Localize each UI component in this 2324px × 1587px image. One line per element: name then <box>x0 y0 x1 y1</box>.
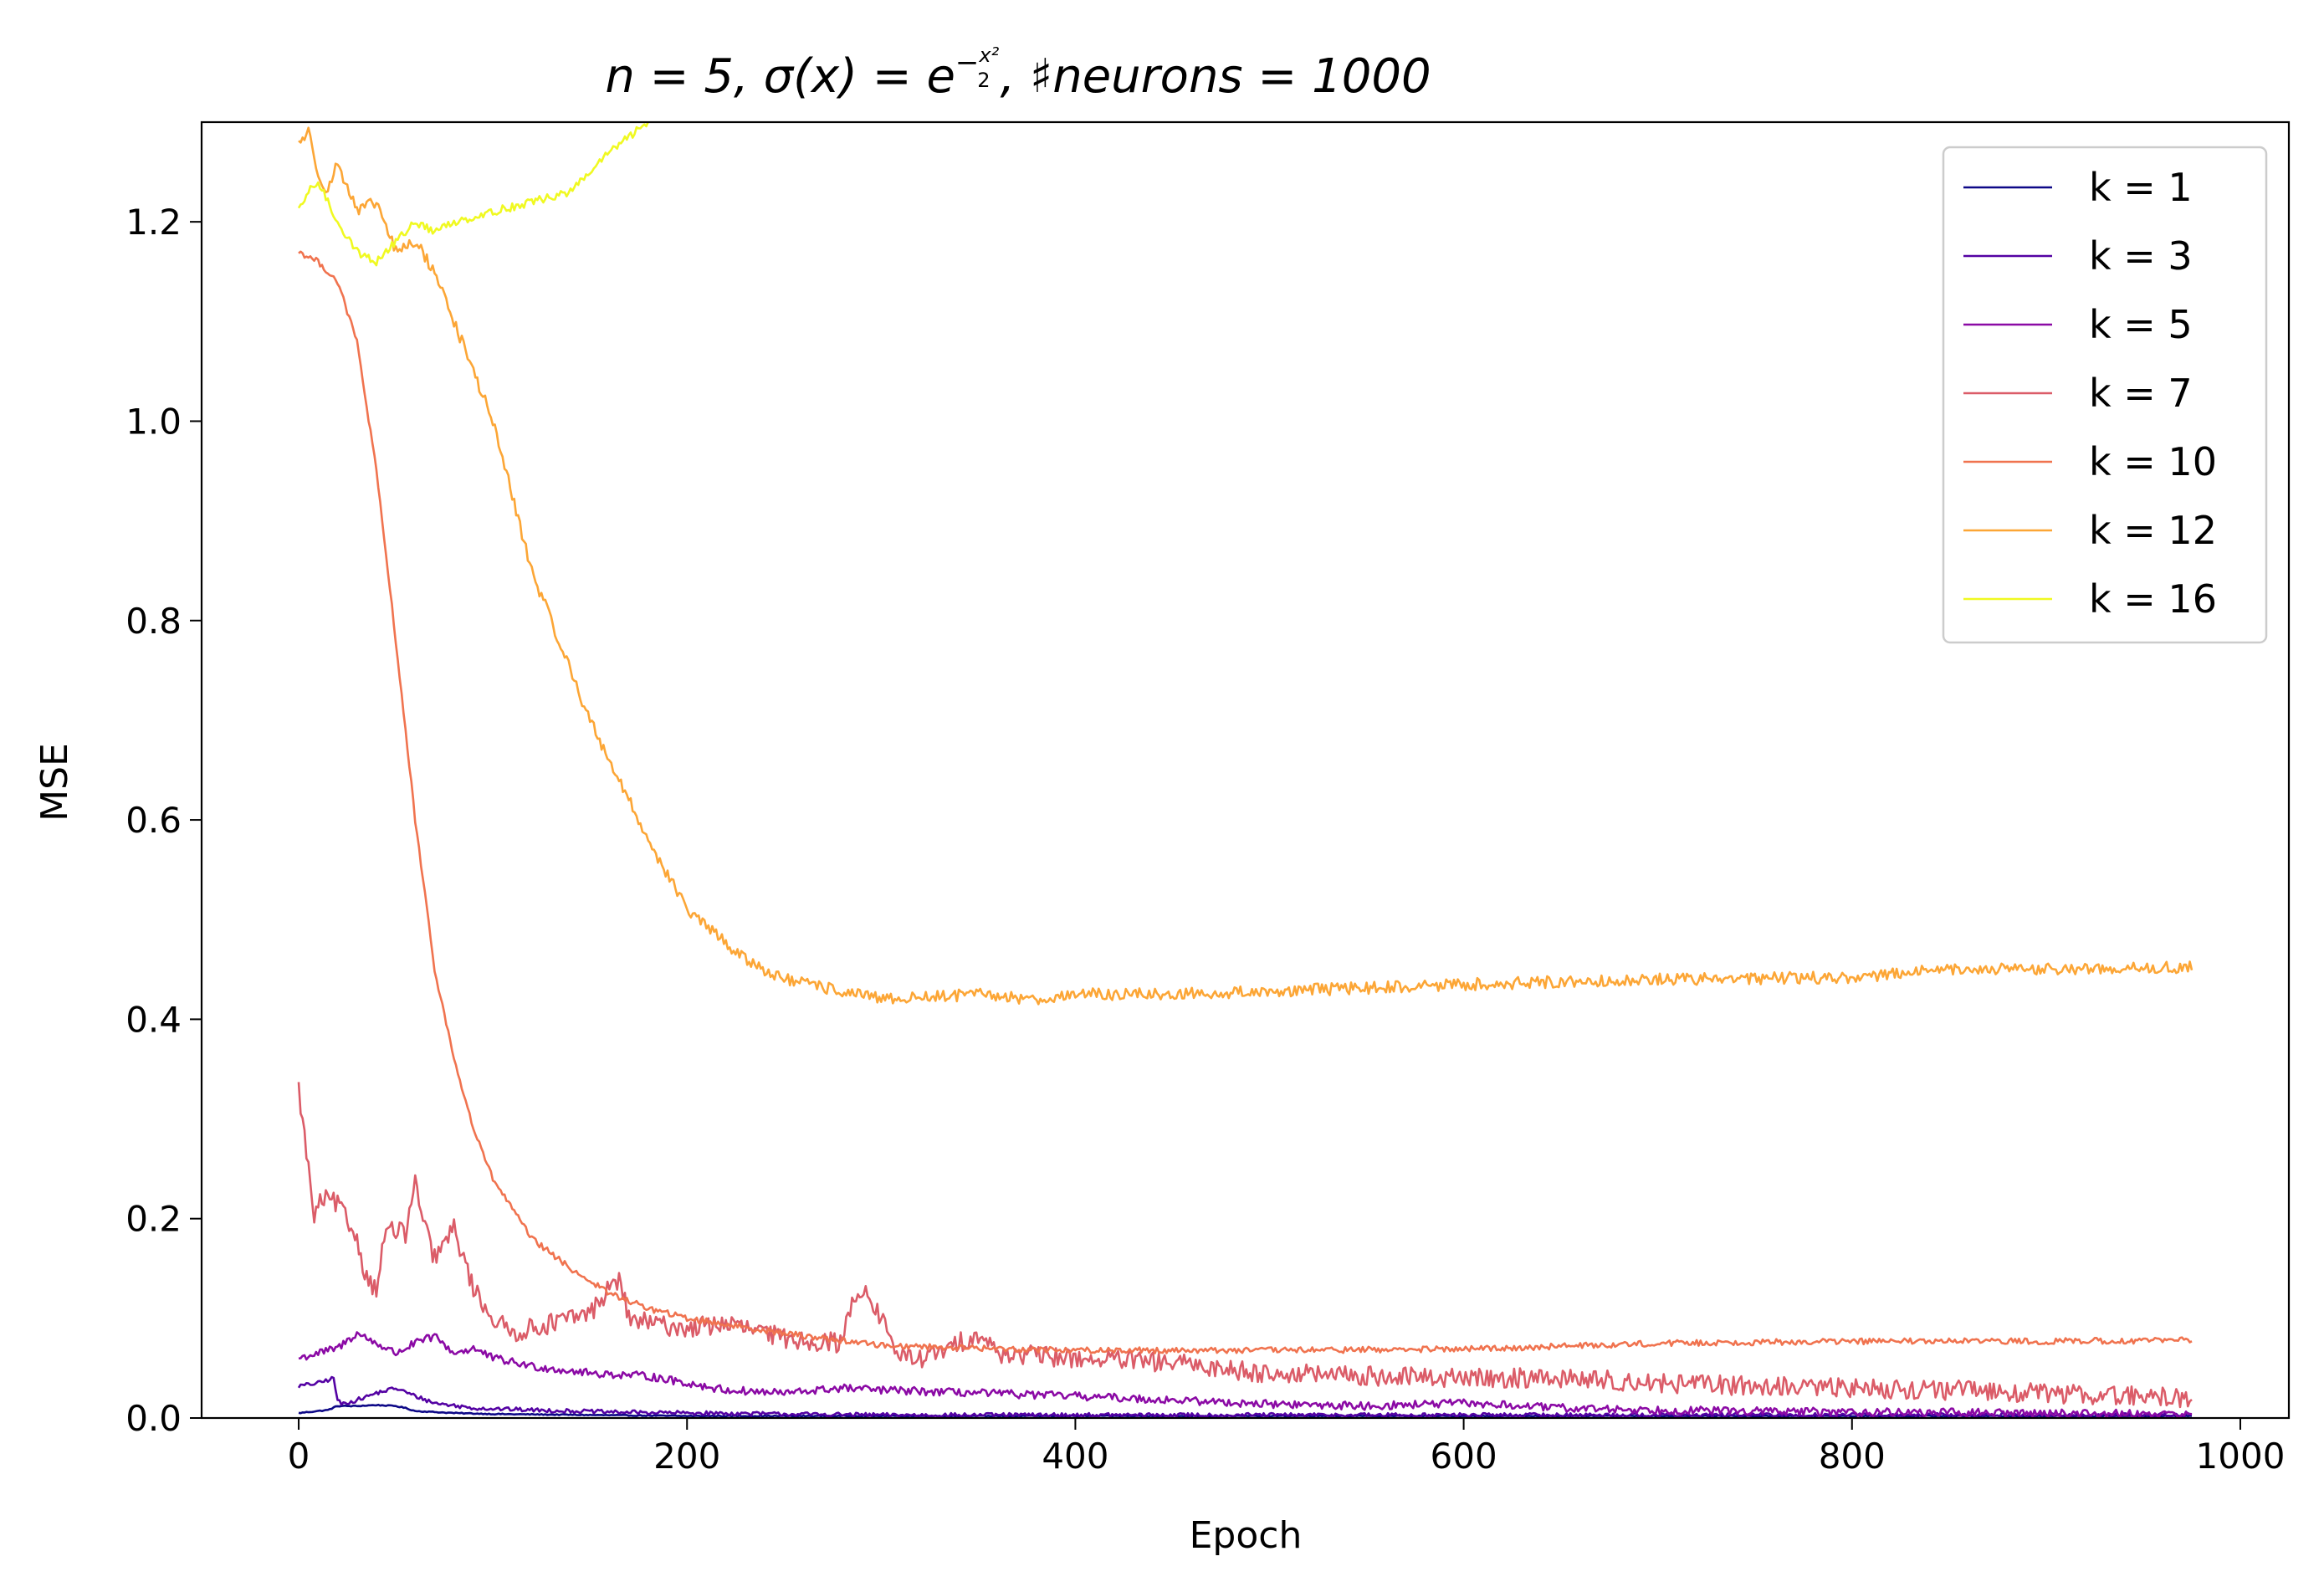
title-exp-num: x² <box>978 44 999 67</box>
legend-label: k = 1 <box>2089 165 2193 210</box>
series-lines <box>297 122 2193 1418</box>
axes-frame <box>200 120 2291 1420</box>
title-part1: n = 5, σ(x) = e <box>605 49 955 104</box>
y-tick-label: 0.8 <box>125 601 182 642</box>
legend-label: k = 16 <box>2089 576 2217 622</box>
title-exp-minus: − <box>955 46 980 79</box>
y-tick-label: 1.0 <box>125 401 182 442</box>
x-tick-label: 0 <box>288 1436 310 1477</box>
x-tick-label: 1000 <box>2196 1436 2286 1477</box>
series-line-k-7 <box>297 1082 2193 1409</box>
series-line-k-3 <box>297 1375 2193 1418</box>
series-line-k-12 <box>298 126 2193 1006</box>
legend-label: k = 3 <box>2089 233 2193 279</box>
legend-label: k = 5 <box>2089 302 2193 347</box>
y-tick-label: 0.0 <box>125 1398 182 1439</box>
series-line-k-10 <box>298 250 2193 1354</box>
y-tick-label: 0.2 <box>125 1199 182 1240</box>
y-axis-label: MSE <box>33 743 76 822</box>
plot-area <box>297 122 2193 1418</box>
y-tick-label: 0.4 <box>125 999 182 1040</box>
x-tick-label: 800 <box>1819 1436 1886 1477</box>
x-tick-label: 600 <box>1431 1436 1497 1477</box>
legend-label: k = 12 <box>2089 508 2217 553</box>
y-tick-label: 0.6 <box>125 800 182 841</box>
legend: k = 1 k = 3 k = 5 k = 7 k = 10 k = 12 k = 16 <box>1942 146 2268 644</box>
x-tick-label: 200 <box>653 1436 720 1477</box>
series-line-k-5 <box>298 1331 2193 1418</box>
title-exp-den: 2 <box>977 69 990 92</box>
series-line-k-16 <box>297 122 649 267</box>
title-part2: , ♯neurons = 1000 <box>1001 49 1431 104</box>
y-tick-label: 1.2 <box>125 202 182 243</box>
legend-box <box>1942 146 2268 644</box>
chart-title: n = 5, σ(x) = e−x² 2 , ♯neurons = 1000 <box>605 44 1431 104</box>
axes: 0 200 400 600 800 1000 0.0 0.2 0.4 0.6 0.8 1.0 1.2 <box>125 120 2291 1477</box>
x-tick-label: 400 <box>1042 1436 1108 1477</box>
legend-label: k = 7 <box>2089 371 2193 416</box>
legend-label: k = 10 <box>2089 439 2217 484</box>
x-axis-label: Epoch <box>1190 1514 1303 1557</box>
